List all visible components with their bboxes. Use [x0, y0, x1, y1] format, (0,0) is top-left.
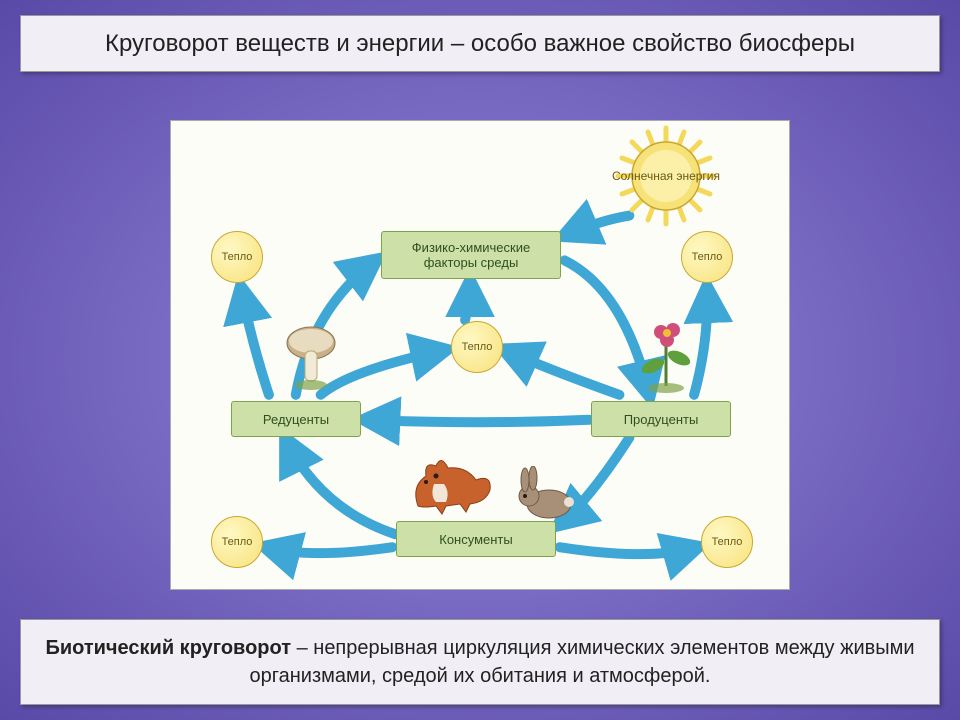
flower-icon [631, 316, 701, 394]
node-producers: Продуценты [591, 401, 731, 437]
rabbit-icon [511, 466, 581, 521]
node-factors: Физико-химические факторы среды [381, 231, 561, 279]
flow-arrow [505, 350, 620, 395]
sun-label: Солнечная энергия [612, 169, 720, 183]
heat-label: Тепло [692, 251, 723, 263]
footer-definition: – непрерывная циркуляция химических элем… [250, 637, 915, 687]
cycle-diagram: Солнечная энергия Физико-химические факт… [170, 120, 790, 590]
flow-arrow [365, 420, 589, 422]
heat-label: Тепло [712, 536, 743, 548]
heat-label: Тепло [222, 536, 253, 548]
node-consumers-label: Консументы [439, 532, 512, 547]
title-panel: Круговорот веществ и энергии – особо важ… [20, 15, 940, 72]
footer-term: Биотический круговорот [45, 637, 291, 659]
flow-arrow [286, 440, 396, 535]
heat-node-tl: Тепло [211, 231, 263, 283]
heat-label: Тепло [462, 341, 493, 353]
node-factors-label: Физико-химические факторы среды [388, 240, 554, 270]
sun-node: Солнечная энергия [601, 121, 731, 231]
node-consumers: Консументы [396, 521, 556, 557]
node-reducers-label: Редуценты [263, 412, 329, 427]
node-producers-label: Продуценты [624, 412, 699, 427]
heat-node-br: Тепло [701, 516, 753, 568]
flow-arrow [241, 288, 269, 395]
flow-arrow [266, 547, 392, 553]
flow-arrow [465, 282, 470, 320]
fox-icon [406, 446, 496, 518]
heat-node-bl: Тепло [211, 516, 263, 568]
mushroom-icon [281, 321, 341, 391]
heat-node-tr: Тепло [681, 231, 733, 283]
title-text: Круговорот веществ и энергии – особо важ… [105, 30, 855, 57]
node-reducers: Редуценты [231, 401, 361, 437]
footer-panel: Биотический круговорот – непрерывная цир… [20, 619, 940, 705]
heat-node-center: Тепло [451, 321, 503, 373]
flow-arrow [560, 547, 697, 554]
heat-label: Тепло [222, 251, 253, 263]
